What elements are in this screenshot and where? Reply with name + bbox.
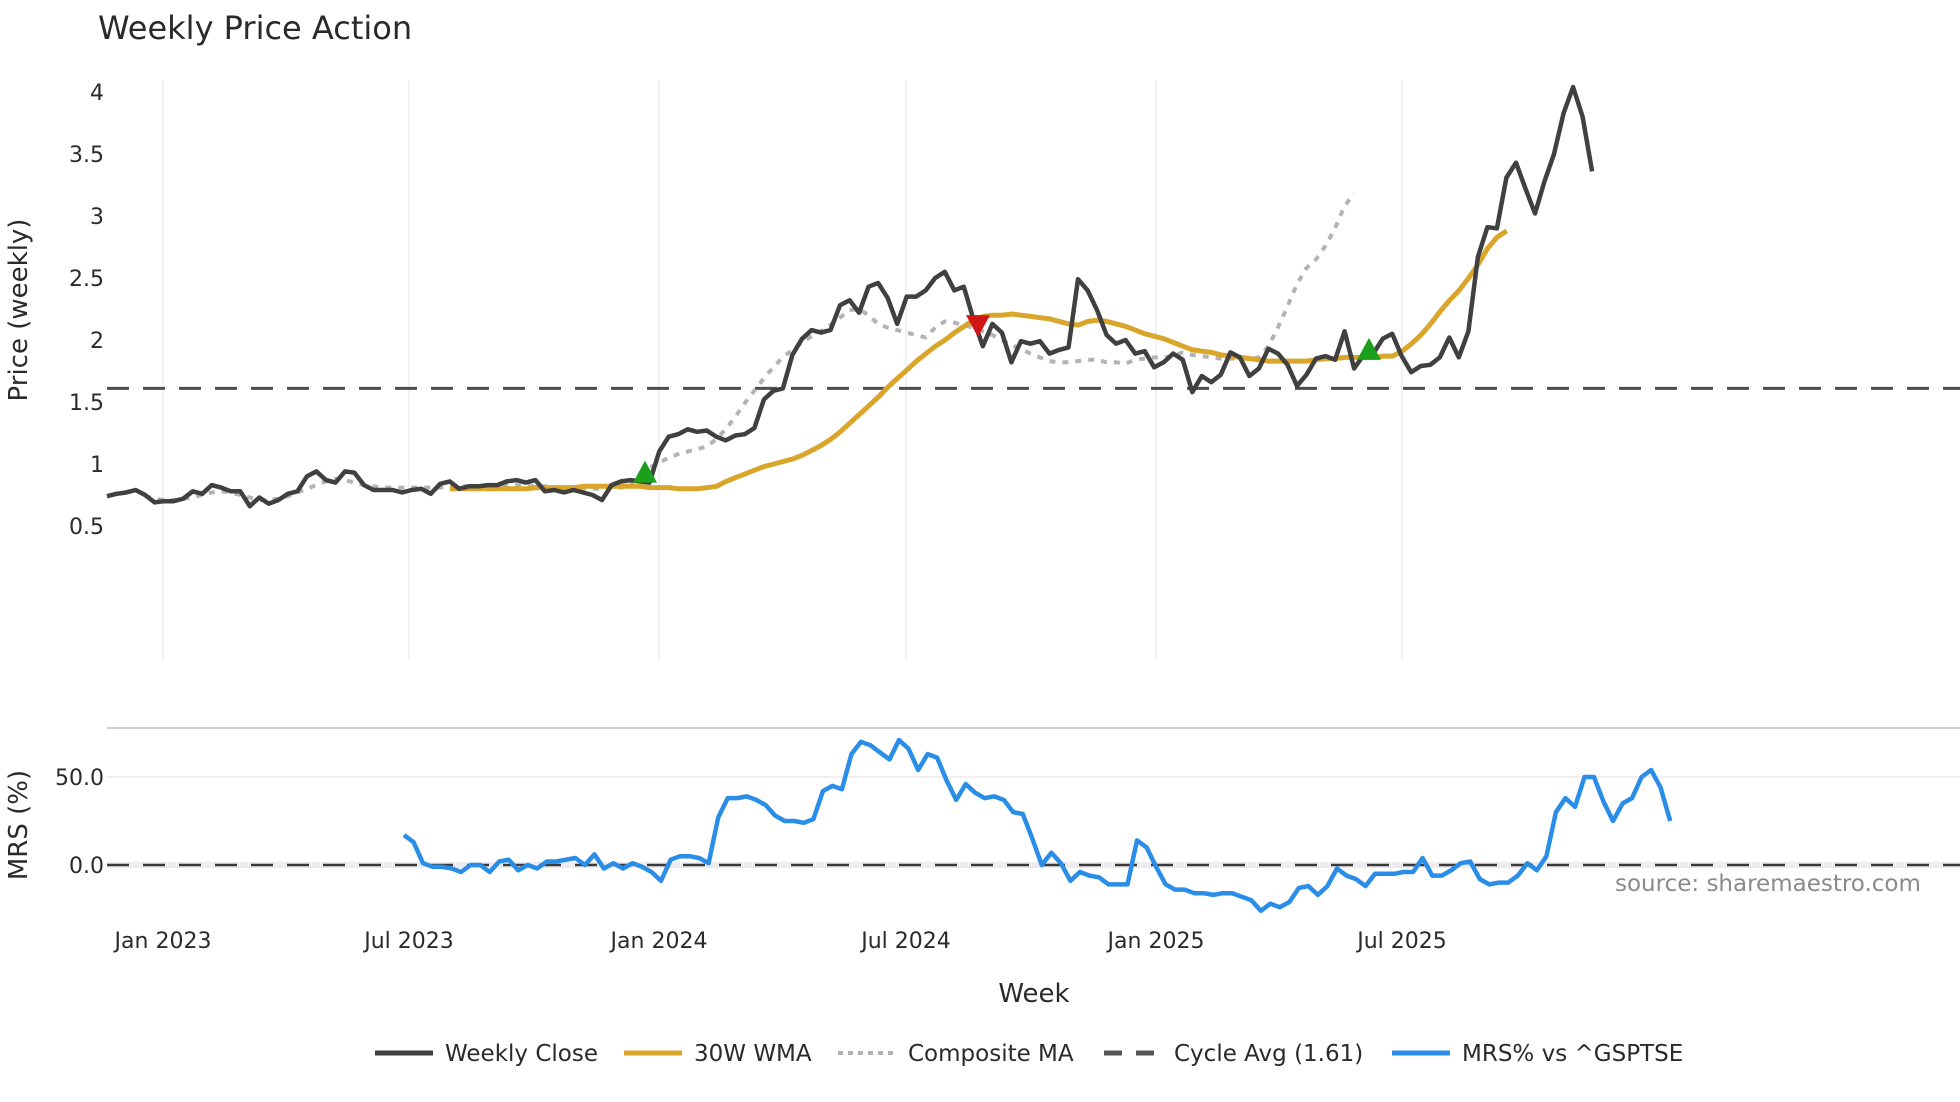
legend-item: Weekly Close (375, 1041, 598, 1067)
legend-item: MRS% vs ^GSPTSE (1392, 1041, 1683, 1067)
legend-label: Weekly Close (445, 1041, 598, 1067)
legend-item: 30W WMA (624, 1041, 812, 1067)
composite-ma-line (144, 192, 1356, 502)
mrs-y-axis-title: MRS (%) (4, 770, 34, 880)
buy-signal-marker-icon (633, 460, 657, 483)
mrs-y-axis-ticks: 50.0 0.0 (55, 766, 104, 879)
chart-title-group: Weekly Price Action (98, 9, 412, 47)
x-axis-ticks: Jan 2023 Jul 2023 Jan 2024 Jul 2024 Jan 2025… (113, 929, 1447, 954)
price-series-lines (106, 84, 1595, 509)
mrs-y-tick-label: 50.0 (55, 766, 104, 791)
30w-wma-line (450, 228, 1509, 492)
legend-item: Cycle Avg (1.61) (1104, 1041, 1363, 1067)
price-y-tick-label: 0.5 (69, 515, 104, 540)
price-y-tick-label: 4 (90, 81, 104, 106)
legend-label: 30W WMA (694, 1041, 812, 1067)
x-tick-label: Jan 2024 (609, 929, 708, 954)
legend-item: Composite MA (838, 1041, 1074, 1067)
weekly-close-line (106, 84, 1595, 509)
price-y-tick-label: 1.5 (69, 391, 104, 416)
x-tick-label: Jul 2024 (859, 929, 951, 954)
price-y-tick-label: 2 (90, 329, 104, 354)
price-y-tick-label: 1 (90, 453, 104, 478)
mrs-series-line (402, 737, 1673, 914)
x-tick-label: Jan 2023 (113, 929, 212, 954)
x-tick-label: Jul 2023 (362, 929, 454, 954)
price-y-tick-label: 3 (90, 205, 104, 230)
price-y-axis-ticks: 4 3.5 3 2.5 2 1.5 1 0.5 (69, 81, 104, 540)
legend: Weekly Close 30W WMA Composite MA Cycle Avg… (375, 1041, 1683, 1067)
x-tick-label: Jul 2025 (1355, 929, 1447, 954)
legend-label: Composite MA (908, 1041, 1074, 1067)
source-watermark: source: sharemaestro.com (1615, 871, 1921, 897)
price-y-tick-label: 2.5 (69, 267, 104, 292)
mrs-y-tick-label: 0.0 (69, 854, 104, 879)
chart-title: Weekly Price Action (98, 9, 412, 47)
signal-markers (633, 315, 1381, 483)
price-panel-gridlines (162, 80, 1403, 660)
legend-label: Cycle Avg (1.61) (1174, 1041, 1363, 1067)
price-y-axis-title: Price (weekly) (4, 219, 34, 402)
mrs-line (402, 737, 1673, 914)
price-y-tick-label: 3.5 (69, 143, 104, 168)
x-tick-label: Jan 2025 (1106, 929, 1205, 954)
legend-label: MRS% vs ^GSPTSE (1462, 1041, 1683, 1067)
x-axis-title: Week (998, 979, 1069, 1009)
buy-signal-marker-icon (1357, 337, 1381, 360)
sell-signal-marker-icon (966, 315, 990, 338)
